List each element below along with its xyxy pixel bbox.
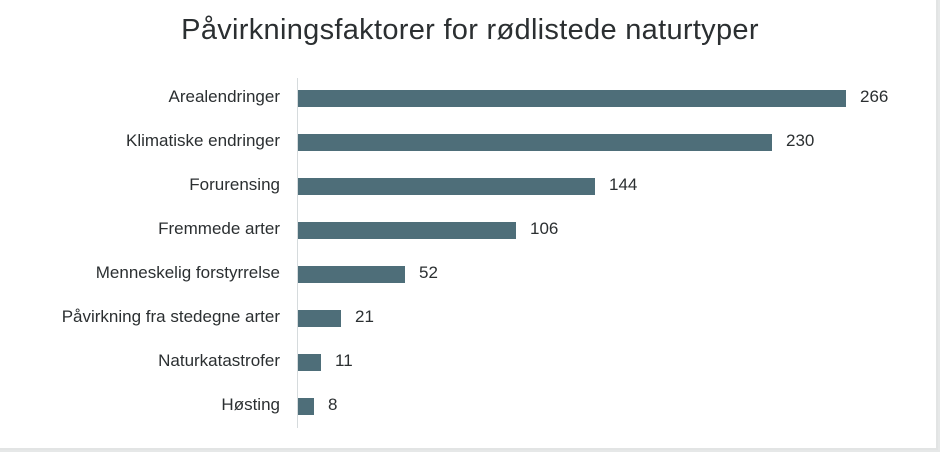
category-label: Arealendringer: [168, 87, 280, 106]
value-label: 52: [419, 263, 438, 282]
category-label: Naturkatastrofer: [158, 351, 280, 370]
bar: [298, 354, 321, 371]
y-axis-line: [297, 78, 298, 428]
category-label: Forurensing: [189, 175, 280, 194]
value-label: 266: [860, 87, 889, 106]
value-label: 21: [355, 307, 374, 326]
bar-row: Naturkatastrofer 11: [0, 341, 940, 385]
value-label: 230: [786, 131, 815, 150]
bar-row: Arealendringer 266: [0, 77, 940, 121]
bar-row: Høsting 8: [0, 385, 940, 429]
bar: [298, 266, 405, 283]
bar-row: Påvirkning fra stedegne arter 21: [0, 297, 940, 341]
category-label: Påvirkning fra stedegne arter: [61, 307, 280, 326]
value-label: 144: [609, 175, 638, 194]
bar: [298, 222, 516, 239]
category-label: Menneskelig forstyrrelse: [95, 263, 280, 282]
bar: [298, 178, 595, 195]
value-label: 106: [530, 219, 559, 238]
category-label: Høsting: [221, 395, 280, 414]
bar: [298, 398, 314, 415]
bar-row: Klimatiske endringer 230: [0, 121, 940, 165]
value-label: 11: [335, 351, 353, 370]
bar-row: Menneskelig forstyrrelse 52: [0, 253, 940, 297]
bar: [298, 134, 772, 151]
bar-row: Fremmede arter 106: [0, 209, 940, 253]
chart-title: Påvirkningsfaktorer for rødlistede natur…: [181, 14, 759, 46]
category-label: Fremmede arter: [158, 219, 280, 238]
bar: [298, 90, 846, 107]
category-label: Klimatiske endringer: [125, 131, 280, 150]
value-label: 8: [328, 395, 338, 414]
bar-row: Forurensing 144: [0, 165, 940, 209]
bar: [298, 310, 341, 327]
